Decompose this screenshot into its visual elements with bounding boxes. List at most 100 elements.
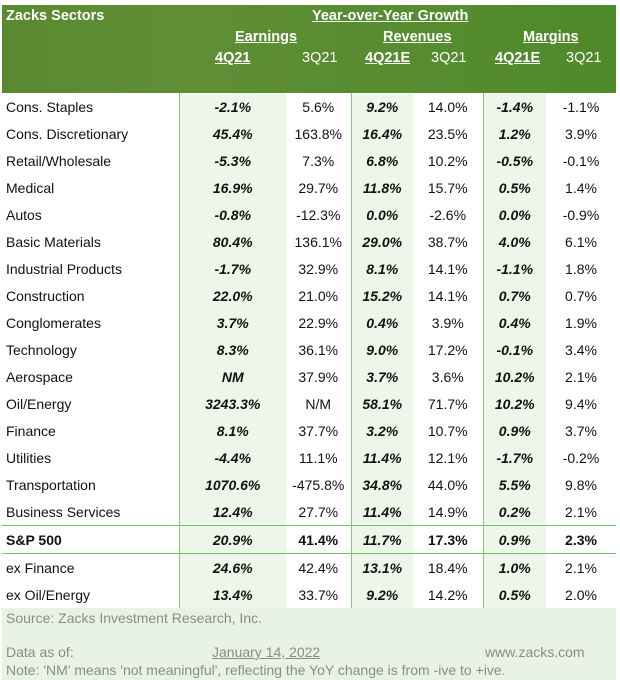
earnings-4q21: 12.4% xyxy=(178,498,286,526)
col-earnings-4q21: 4Q21 xyxy=(215,50,251,66)
revenues-4q21e: 9.2% xyxy=(350,93,413,120)
earnings-4q21: 24.6% xyxy=(178,553,286,581)
revenues-3q21: 14.1% xyxy=(427,260,468,277)
margins-heading: Margins xyxy=(523,29,579,45)
revenues-3q21: -2.6% xyxy=(429,206,467,223)
margins-4q21e: 0.9% xyxy=(482,525,546,554)
sector-growth-table: Zacks Sectors Year-over-Year Growth Earn… xyxy=(2,5,616,680)
revenues-3q21: 18.4% xyxy=(427,559,468,576)
revenues-4q21e: 6.8% xyxy=(350,147,413,174)
revenues-3q21: 44.0% xyxy=(427,476,468,493)
margins-3q21: 1.4% xyxy=(565,179,597,196)
margins-3q21: 2.1% xyxy=(565,368,597,385)
earnings-4q21: 3243.3% xyxy=(178,390,286,417)
table-row: Autos -0.8% -12.3% 0.0% -2.6% 0.0% -0.9% xyxy=(2,201,616,228)
col-margins-3q21: 3Q21 xyxy=(566,50,602,66)
earnings-3q21: 37.9% xyxy=(298,368,339,385)
margins-4q21e: -0.5% xyxy=(482,147,546,174)
revenues-4q21e: 3.2% xyxy=(350,417,413,444)
earnings-4q21: 22.0% xyxy=(178,282,286,309)
margins-3q21: 0.7% xyxy=(565,287,597,304)
earnings-4q21: -5.3% xyxy=(178,147,286,174)
table-row: Transportation 1070.6% -475.8% 34.8% 44.0% 5.… xyxy=(2,471,616,498)
footer: Source: Zacks Investment Research, Inc. … xyxy=(2,608,616,680)
earnings-3q21: 32.9% xyxy=(298,260,339,277)
earnings-4q21: -0.8% xyxy=(178,201,286,228)
margins-4q21e: 0.2% xyxy=(482,498,546,526)
col-revenues-4q21e: 4Q21E xyxy=(365,50,411,66)
table-row: ex Oil/Energy 13.4% 33.7% 9.2% 14.2% 0.5% 2.0% xyxy=(2,581,616,608)
sector-name: Transportation xyxy=(6,476,96,493)
margins-4q21e: 5.5% xyxy=(482,471,546,498)
source-text: Source: Zacks Investment Research, Inc. xyxy=(6,610,262,626)
revenues-3q21: 71.7% xyxy=(427,395,468,412)
margins-4q21e: 0.4% xyxy=(482,309,546,336)
earnings-3q21: -475.8% xyxy=(292,476,345,493)
earnings-4q21: 3.7% xyxy=(178,309,286,336)
margins-3q21: -1.1% xyxy=(562,98,600,115)
revenues-3q21: 38.7% xyxy=(427,233,468,250)
earnings-4q21: 13.4% xyxy=(178,581,286,608)
sector-name: ex Finance xyxy=(6,559,75,576)
table-row: Cons. Staples -2.1% 5.6% 9.2% 14.0% -1.4% -1.1… xyxy=(2,93,616,120)
margins-4q21e: 0.9% xyxy=(482,417,546,444)
margins-3q21: -0.1% xyxy=(562,152,600,169)
revenues-4q21e: 9.0% xyxy=(350,336,413,363)
revenues-3q21: 17.3% xyxy=(413,525,483,554)
sector-name: Basic Materials xyxy=(6,233,101,250)
table-row: Industrial Products -1.7% 32.9% 8.1% 14.1% -1… xyxy=(2,255,616,282)
earnings-3q21: 7.3% xyxy=(302,152,335,169)
sectors-heading: Zacks Sectors xyxy=(6,8,105,24)
revenues-3q21: 3.6% xyxy=(431,368,464,385)
margins-4q21e: 1.2% xyxy=(482,120,546,147)
revenues-3q21: 10.2% xyxy=(427,152,468,169)
earnings-3q21: 33.7% xyxy=(298,586,339,603)
sector-name: Cons. Staples xyxy=(6,98,94,115)
sector-name: Conglomerates xyxy=(6,314,101,331)
margins-3q21: 2.1% xyxy=(565,503,597,520)
earnings-4q21: -4.4% xyxy=(178,444,286,471)
website: www.zacks.com xyxy=(485,644,585,660)
table-row: Oil/Energy 3243.3% N/M 58.1% 71.7% 10.2% 9.4% xyxy=(2,390,616,417)
margins-4q21e: 1.0% xyxy=(482,553,546,581)
earnings-heading: Earnings xyxy=(235,29,298,45)
sector-name: Retail/Wholesale xyxy=(6,152,112,169)
margins-3q21: 6.1% xyxy=(565,233,597,250)
col-revenues-3q21: 3Q21 xyxy=(431,50,467,66)
table-row: Cons. Discretionary 45.4% 163.8% 16.4% 23.5%… xyxy=(2,120,616,147)
margins-4q21e: 4.0% xyxy=(482,228,546,255)
table-row: Aerospace NM 37.9% 3.7% 3.6% 10.2% 2.1% xyxy=(2,363,616,390)
sector-name: Utilities xyxy=(6,449,52,466)
margins-3q21: -0.9% xyxy=(562,206,600,223)
margins-3q21: 2.0% xyxy=(565,586,597,603)
sector-name: Aerospace xyxy=(6,368,73,385)
revenues-3q21: 17.2% xyxy=(427,341,468,358)
earnings-4q21: 8.3% xyxy=(178,336,286,363)
margins-3q21: 2.1% xyxy=(565,559,597,576)
margins-4q21e: 10.2% xyxy=(482,390,546,417)
revenues-4q21e: 16.4% xyxy=(350,120,413,147)
earnings-3q21: 27.7% xyxy=(298,503,339,520)
earnings-3q21: 37.7% xyxy=(298,422,339,439)
table-row: Finance 8.1% 37.7% 3.2% 10.7% 0.9% 3.7% xyxy=(2,417,616,444)
earnings-3q21: 41.4% xyxy=(286,525,351,554)
col-earnings-3q21: 3Q21 xyxy=(302,50,338,66)
earnings-4q21: 1070.6% xyxy=(178,471,286,498)
revenues-3q21: 15.7% xyxy=(427,179,468,196)
earnings-4q21: -1.7% xyxy=(178,255,286,282)
margins-3q21: 1.8% xyxy=(565,260,597,277)
table-row: Business Services 12.4% 27.7% 11.4% 14.9% 0.2… xyxy=(2,498,616,526)
earnings-4q21: 80.4% xyxy=(178,228,286,255)
margins-4q21e: -1.1% xyxy=(482,255,546,282)
margins-3q21: 9.8% xyxy=(565,476,597,493)
revenues-3q21: 14.2% xyxy=(427,586,468,603)
earnings-3q21: 22.9% xyxy=(298,314,339,331)
earnings-3q21: 163.8% xyxy=(294,125,342,142)
earnings-4q21: 45.4% xyxy=(178,120,286,147)
revenues-4q21e: 58.1% xyxy=(350,390,413,417)
revenues-4q21e: 34.8% xyxy=(350,471,413,498)
margins-4q21e: -0.1% xyxy=(482,336,546,363)
sector-name: Oil/Energy xyxy=(6,395,72,412)
earnings-3q21: 42.4% xyxy=(298,559,339,576)
earnings-3q21: 36.1% xyxy=(298,341,339,358)
